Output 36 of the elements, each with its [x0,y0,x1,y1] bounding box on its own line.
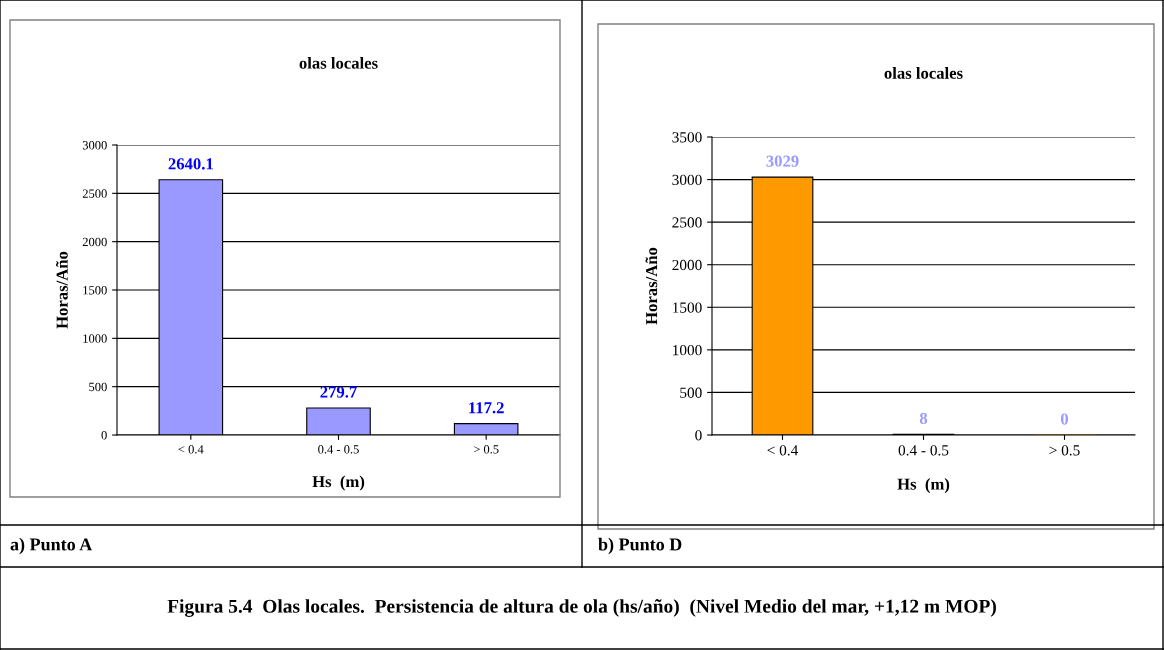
y-tick-label: 500 [89,382,107,392]
x-tick-label: < 0.4 [767,445,799,456]
y-tick-label: 2000 [672,259,702,271]
text: b) Punto D [598,537,682,555]
x-tick-label: > 0.5 [1049,445,1080,456]
y-tick-label: 3500 [672,132,702,143]
chart-title: olas locales [299,57,378,69]
text: a) Punto A [10,537,93,555]
y-tick-label: 1500 [83,286,107,295]
x-tick-label: 0.4 - 0.5 [318,445,359,454]
y-tick-label: 3000 [82,141,107,150]
y-axis-title: Horas/Año [56,251,68,329]
y-tick-label: 2500 [82,189,107,198]
y-tick-label: 3000 [672,174,702,186]
chart-title: olas locales [884,67,963,79]
x-tick-label: > 0.5 [473,445,499,454]
y-tick-label: 0 [101,431,107,440]
y-tick-label: 2500 [672,217,702,228]
data-label: 0 [1060,413,1069,425]
data-label: 2640.1 [168,158,213,170]
text: Figura 5.4 Olas locales. Persistencia de altura de ola (hs/año) (Nivel Medio del mar, +1,12 m MOP) [167,599,996,617]
data-label: 279.7 [320,386,357,398]
y-tick-label: 1000 [83,334,107,343]
data-label: 3029 [766,155,799,167]
x-axis-title: Hs (m) [312,475,365,491]
x-axis-title: Hs (m) [897,478,950,494]
y-tick-label: 1500 [673,302,702,313]
y-tick-label: 0 [695,430,702,441]
data-label: 8 [919,412,928,424]
y-tick-label: 1000 [673,345,702,356]
y-axis-title: Horas/Año [645,247,658,325]
y-tick-label: 2000 [82,237,107,247]
y-tick-label: 500 [680,387,702,398]
x-tick-label: 0.4 - 0.5 [898,445,949,456]
x-tick-label: < 0.4 [178,445,204,454]
data-label: 117.2 [469,402,504,414]
